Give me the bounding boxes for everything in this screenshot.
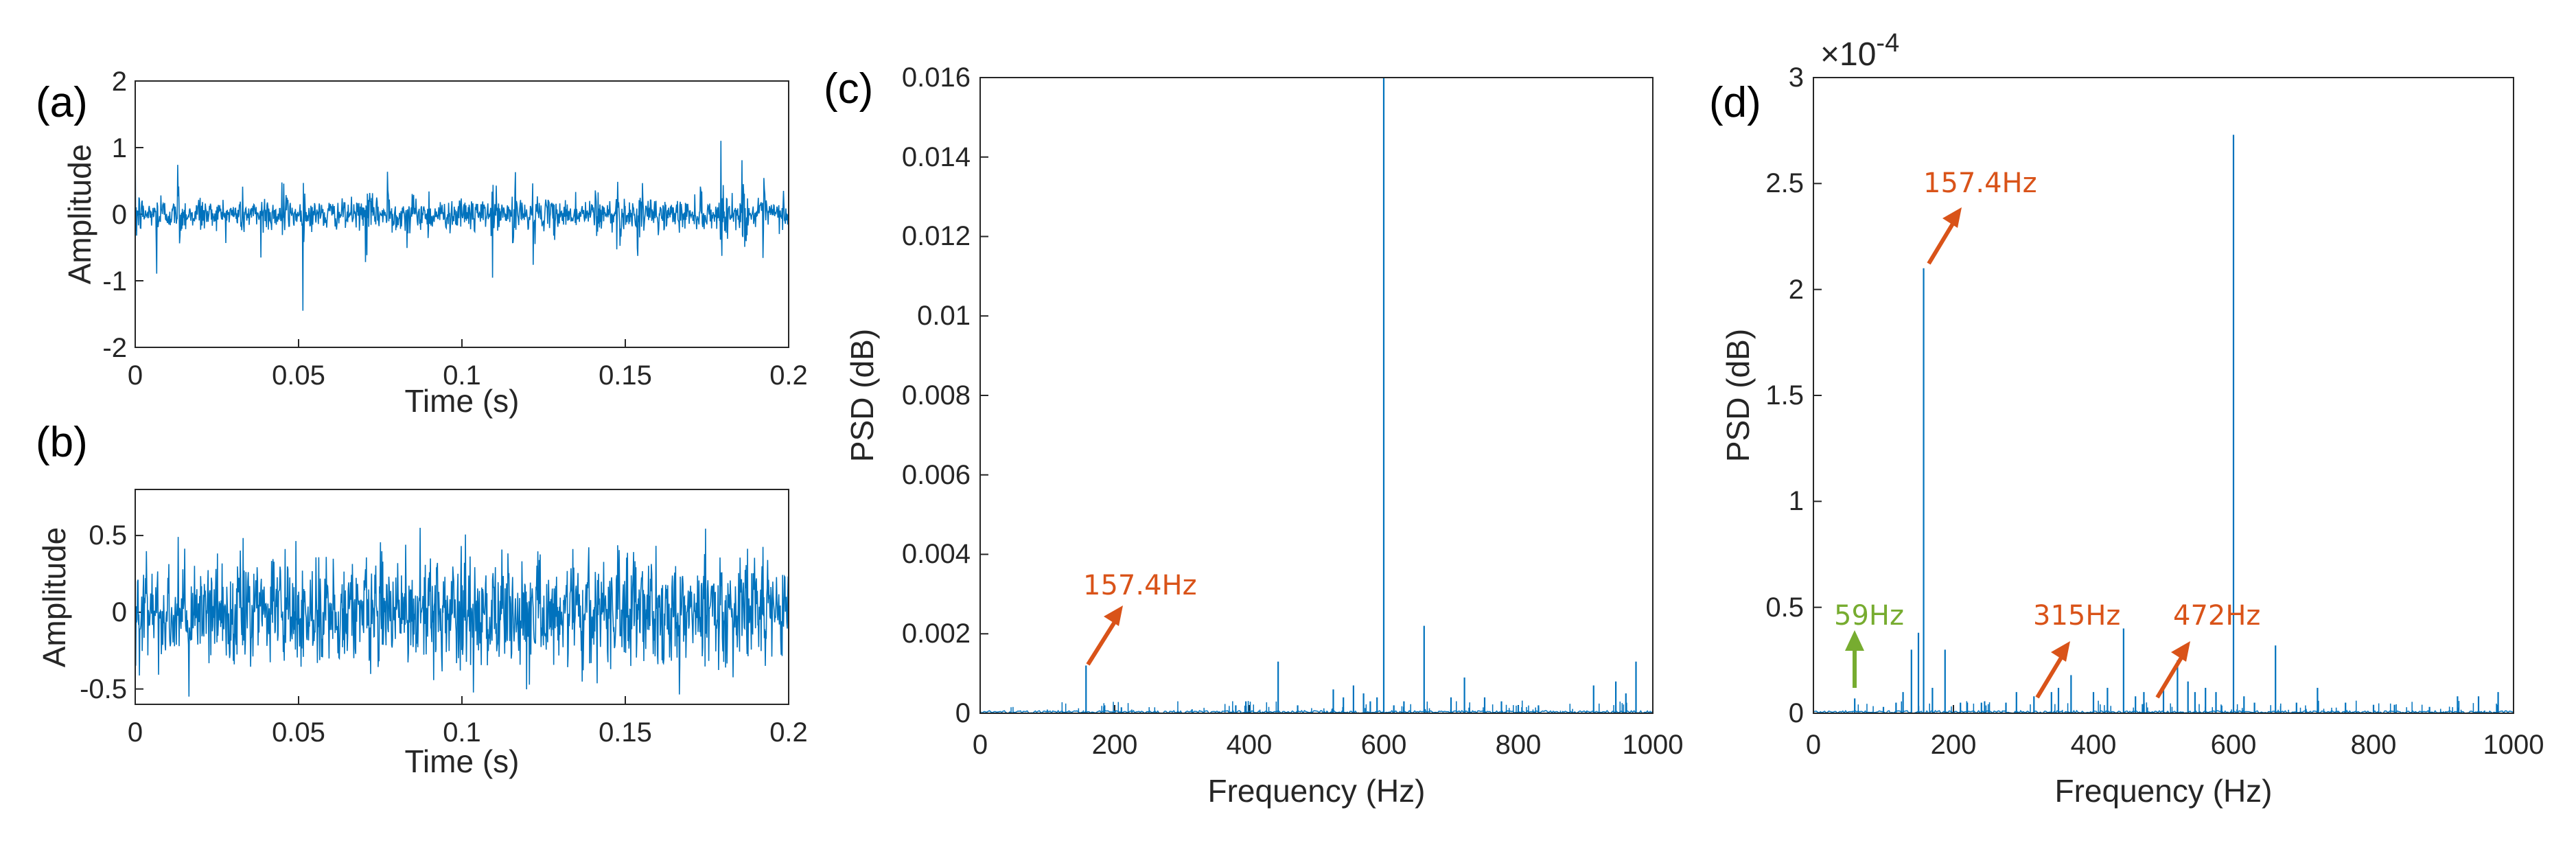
panel-d-annotation-157hz: 157.4Hz xyxy=(1923,168,2037,265)
annotation-arrowhead xyxy=(1942,207,1962,228)
panel-d-xtick: 1000 xyxy=(2483,730,2544,760)
panel-c-ytick: 0.012 xyxy=(902,221,971,251)
panel-c-xlabel: Frequency (Hz) xyxy=(1208,773,1426,809)
annotation-arrowhead xyxy=(2051,641,2070,662)
panel-d-xtick: 600 xyxy=(2211,730,2257,760)
panel-d-ytick: 0 xyxy=(1789,698,1804,728)
annotation-label: 157.4Hz xyxy=(1923,168,2037,199)
panel-a-ytick: -2 xyxy=(102,333,127,363)
panel-a-signal-line xyxy=(135,141,789,311)
panel-a-xtick: 0 xyxy=(128,360,143,391)
panel-d-xtick: 200 xyxy=(1931,730,1977,760)
panel-d-annotation-472hz: 472Hz xyxy=(2155,600,2260,699)
panel-d-ytick: 1 xyxy=(1789,486,1804,516)
panel-d-ytick: 0.5 xyxy=(1765,592,1804,623)
panel-a-axes-box xyxy=(135,80,789,348)
panel-b-xtick: 0 xyxy=(128,717,143,748)
panel-d-annotation-315hz: 315Hz xyxy=(2033,600,2120,699)
panel-c-ylabel: PSD (dB) xyxy=(844,329,880,462)
panel-b-axes-box xyxy=(135,489,789,705)
panel-d-exponent-label: ×10-4 xyxy=(1820,29,1899,73)
panel-c-xtick: 800 xyxy=(1496,730,1542,760)
panel-c-ytick: 0 xyxy=(955,698,971,728)
panel-c: (c) PSD (dB) Frequency (Hz) 0 200 400 60… xyxy=(824,62,1683,809)
panel-a-xtick: 0.15 xyxy=(599,360,652,391)
panel-d-xtick: 0 xyxy=(1806,730,1821,760)
panel-a-xtick: 0.2 xyxy=(769,360,808,391)
panel-c-ytick: 0.014 xyxy=(902,142,971,172)
exponent-base: ×10 xyxy=(1820,36,1876,73)
panel-a-xtick: 0.05 xyxy=(272,360,325,391)
panel-b-ytick: -0.5 xyxy=(80,674,127,704)
panel-b-signal-line xyxy=(135,527,789,697)
panel-c-ytick: 0.008 xyxy=(902,380,971,411)
panel-a-xtick: 0.1 xyxy=(443,360,481,391)
annotation-arrowhead xyxy=(2171,641,2190,662)
panel-b-ylabel: Amplitude xyxy=(36,527,72,668)
annotation-label: 157.4Hz xyxy=(1083,570,1197,601)
annotation-label: 315Hz xyxy=(2033,600,2120,632)
annotation-arrowhead xyxy=(1845,630,1864,651)
exponent-power: -4 xyxy=(1876,29,1899,58)
panel-c-xtick: 0 xyxy=(973,730,988,760)
annotation-arrow-shaft xyxy=(1086,621,1117,666)
panel-b-xtick: 0.15 xyxy=(599,717,652,748)
panel-a: (a) Amplitude Time (s) 0 0.05 0.1 0.15 0… xyxy=(36,67,808,419)
annotation-arrowhead xyxy=(1104,605,1123,626)
panel-b-xtick: 0.05 xyxy=(272,717,325,748)
panel-c-noise-floor xyxy=(979,709,1653,715)
panel-c-ytick: 0.002 xyxy=(902,619,971,649)
panel-c-ytick: 0.016 xyxy=(902,62,971,93)
panel-c-xtick: 200 xyxy=(1092,730,1138,760)
panel-c-label: (c) xyxy=(824,65,873,113)
panel-d: (d) ×10-4 PSD (dB) Frequency (Hz) 0 200 … xyxy=(1709,29,2544,809)
panel-d-annotation-59hz: 59Hz xyxy=(1834,600,1904,688)
annotation-arrow-shaft xyxy=(2035,656,2063,699)
panel-d-ytick: 2 xyxy=(1789,275,1804,305)
panel-c-ytick: 0.006 xyxy=(902,460,971,490)
panel-b-xtick: 0.2 xyxy=(769,717,808,748)
annotation-label: 59Hz xyxy=(1834,600,1904,632)
panel-a-ytick: 1 xyxy=(112,133,127,163)
panel-a-label: (a) xyxy=(36,79,88,126)
panel-b-ytick: 0.5 xyxy=(89,520,127,551)
panel-d-ytick: 3 xyxy=(1789,62,1804,93)
annotation-arrow-shaft xyxy=(1927,222,1955,265)
panel-b: (b) Amplitude Time (s) 0 0.05 0.1 0.15 0… xyxy=(36,419,808,779)
annotation-arrow-shaft xyxy=(2155,656,2183,699)
panel-b-label: (b) xyxy=(36,419,88,466)
panel-b-xtick: 0.1 xyxy=(443,717,481,748)
panel-d-axes-box xyxy=(1813,77,2514,714)
panel-d-xtick: 400 xyxy=(2071,730,2117,760)
panel-d-ylabel: PSD (dB) xyxy=(1720,329,1756,462)
panel-c-annotation-157hz: 157.4Hz xyxy=(1083,570,1197,666)
panel-a-ytick: -1 xyxy=(102,266,127,297)
panel-c-ytick: 0.01 xyxy=(917,301,971,331)
panel-c-xtick: 1000 xyxy=(1623,730,1684,760)
panel-d-label: (d) xyxy=(1709,79,1761,126)
panel-d-xtick: 800 xyxy=(2351,730,2397,760)
panel-d-ytick: 1.5 xyxy=(1765,380,1804,411)
panel-c-xtick: 400 xyxy=(1227,730,1273,760)
panel-a-ytick: 2 xyxy=(112,67,127,97)
panel-b-ytick: 0 xyxy=(112,597,127,627)
panel-c-ytick: 0.004 xyxy=(902,539,971,569)
panel-a-ytick: 0 xyxy=(112,200,127,230)
panel-c-axes-box xyxy=(979,77,1653,714)
panel-d-xlabel: Frequency (Hz) xyxy=(2055,773,2273,809)
panel-d-ytick: 2.5 xyxy=(1765,168,1804,198)
panel-a-ylabel: Amplitude xyxy=(62,144,97,285)
panel-a-xlabel: Time (s) xyxy=(405,383,520,419)
panel-b-xlabel: Time (s) xyxy=(405,743,520,779)
annotation-label: 472Hz xyxy=(2173,600,2260,632)
panel-c-xtick: 600 xyxy=(1361,730,1407,760)
